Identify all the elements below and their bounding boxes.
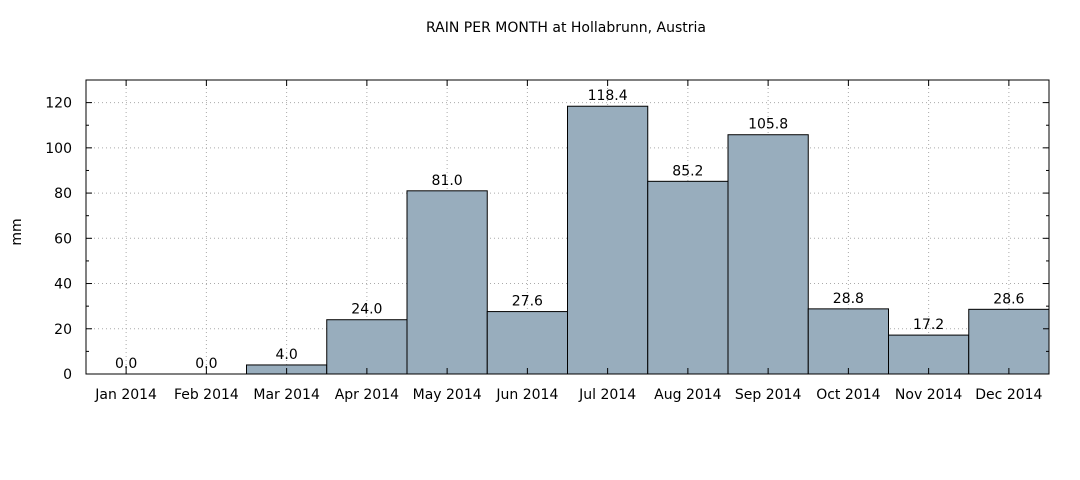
y-tick-label: 60 (54, 231, 72, 247)
value-label: 4.0 (275, 347, 297, 363)
bar-dec-2014 (968, 308, 1050, 375)
y-tick-label: 80 (54, 186, 72, 202)
value-label: 118.4 (588, 88, 628, 104)
value-label: 28.8 (833, 291, 864, 307)
value-label: 0.0 (195, 356, 217, 372)
value-label: 105.8 (748, 117, 788, 133)
y-tick-label: 0 (63, 367, 72, 383)
x-tick-label: Nov 2014 (895, 387, 962, 403)
bar-may-2014 (406, 190, 488, 375)
bar-sep-2014 (727, 134, 809, 375)
x-tick-label: Oct 2014 (816, 387, 880, 403)
value-label: 28.6 (993, 291, 1024, 307)
x-tick-label: Aug 2014 (654, 387, 722, 403)
bar-aug-2014 (647, 180, 729, 375)
bar-jul-2014 (567, 105, 649, 375)
value-label: 0.0 (115, 356, 137, 372)
x-tick-label: Feb 2014 (174, 387, 239, 403)
value-label: 81.0 (432, 173, 463, 189)
bar-nov-2014 (888, 334, 970, 375)
x-tick-label: May 2014 (413, 387, 482, 403)
bar-jun-2014 (486, 311, 568, 375)
value-label: 24.0 (351, 302, 382, 318)
y-tick-label: 40 (54, 277, 72, 293)
x-tick-label: Jul 2014 (578, 387, 636, 403)
value-label: 17.2 (913, 317, 944, 333)
chart-title: RAIN PER MONTH at Hollabrunn, Austria (426, 20, 706, 36)
bars (246, 105, 1050, 375)
y-axis-label: mm (9, 218, 25, 245)
x-tick-label: Jun 2014 (495, 387, 558, 403)
x-tick-label: Apr 2014 (335, 387, 399, 403)
value-labels: 0.0 0.0 4.0 24.0 81.0 27.6 118.4 85.2 105.8 28.8 1… (115, 88, 1025, 372)
y-axis: 0 20 40 60 80 100 120 (45, 96, 1049, 383)
y-tick-label: 100 (45, 141, 72, 157)
x-tick-label: Jan 2014 (94, 387, 157, 403)
y-tick-label: 20 (54, 322, 72, 338)
x-axis: Jan 2014 Feb 2014 Mar 2014 Apr 2014 May 2014… (94, 80, 1043, 403)
y-tick-label: 120 (45, 96, 72, 112)
value-label: 27.6 (512, 294, 543, 310)
value-label: 85.2 (672, 163, 703, 179)
x-tick-label: Mar 2014 (253, 387, 320, 403)
plot-frame (85, 79, 1050, 375)
x-tick-label: Dec 2014 (975, 387, 1042, 403)
x-tick-label: Sep 2014 (735, 387, 802, 403)
bar-apr-2014 (326, 319, 408, 375)
bar-oct-2014 (807, 308, 889, 375)
